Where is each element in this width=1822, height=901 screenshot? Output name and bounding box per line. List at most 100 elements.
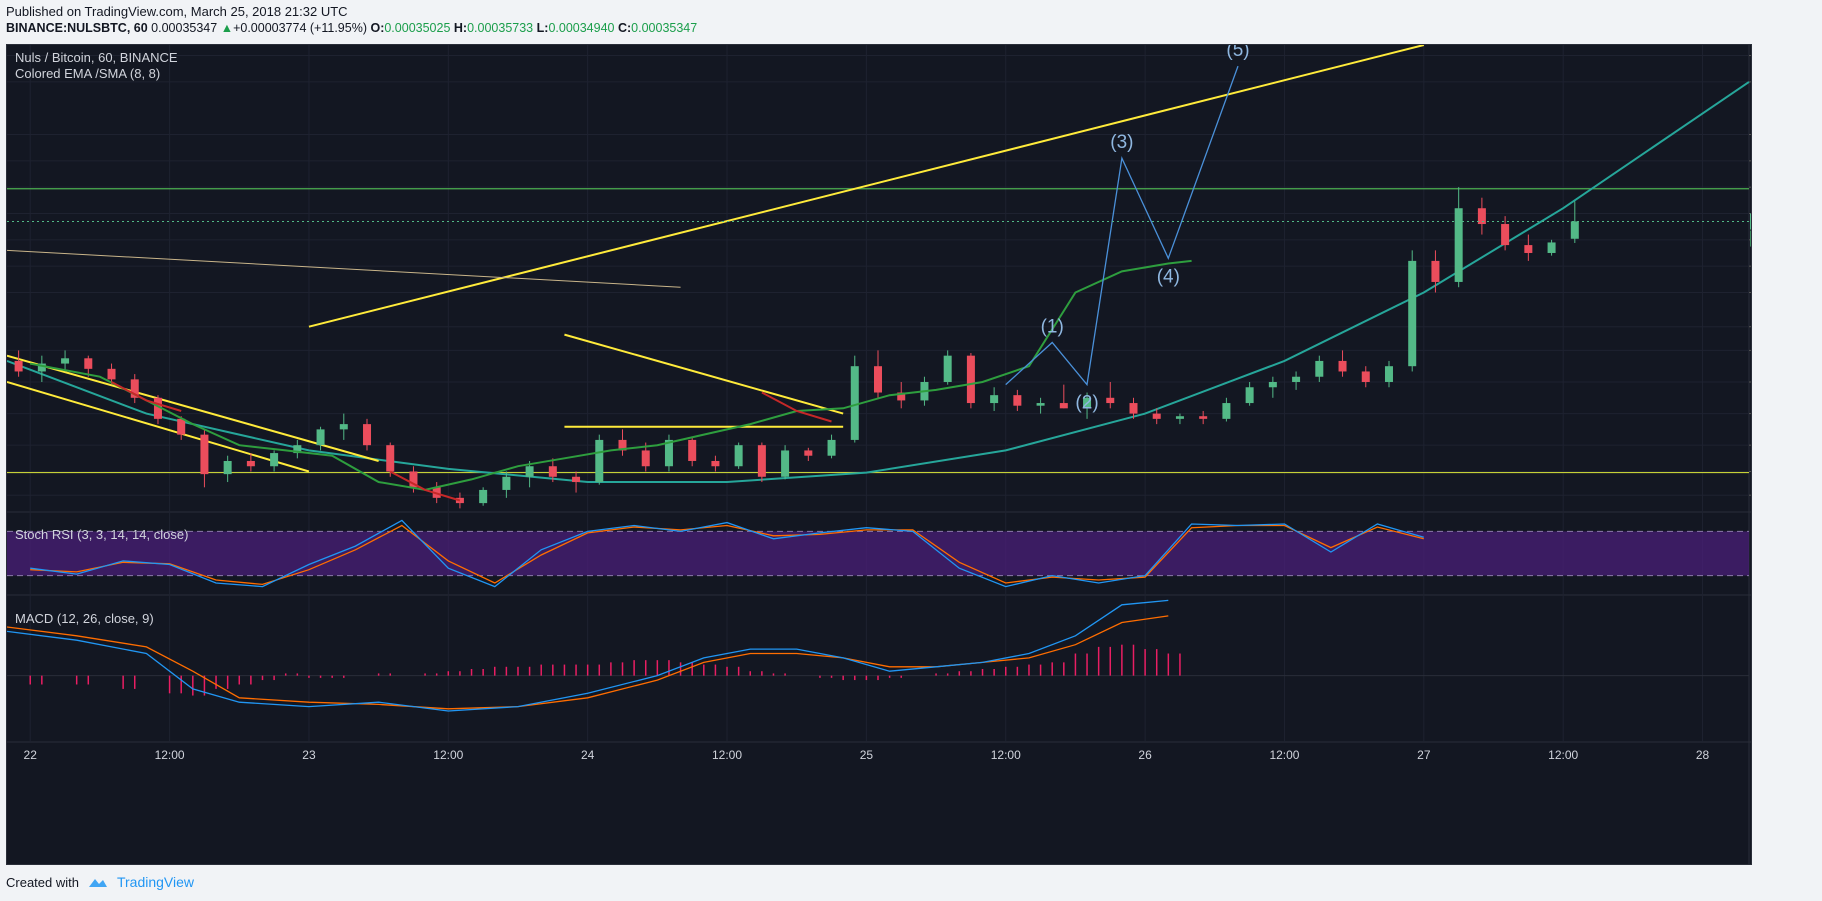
candle-body (966, 355, 975, 404)
candle-body (455, 497, 464, 504)
candle-body (874, 366, 882, 393)
stoch-rsi-k-line (30, 519, 1424, 588)
candle-body (1384, 366, 1393, 382)
trend-line (7, 381, 310, 473)
candle-body (107, 368, 116, 380)
time-axis: 22 12:00 23 12:00 24 12:00 25 12:00 26 12:00 27 12:… (24, 748, 1710, 762)
candle-body (1013, 395, 1022, 406)
time-tick-label: 28 (1696, 748, 1710, 762)
high-label: H: (453, 21, 468, 35)
candle-body (1454, 208, 1463, 282)
candle-body (827, 439, 836, 456)
time-tick-label: 12:00 (155, 748, 185, 762)
candle-body (1245, 387, 1254, 404)
wave-label: (2) (1075, 393, 1098, 414)
main-title: Nuls / Bitcoin, 60, BINANCE (15, 50, 178, 65)
candle-body (1106, 397, 1115, 404)
macd-pane: 0.00000.0000-0.0000 (7, 599, 1749, 712)
candle-body (618, 439, 627, 451)
candle-body (548, 466, 557, 477)
wave-label: (3) (1110, 132, 1133, 153)
close-value: 0.00035347 (631, 21, 698, 35)
candle-body (1361, 371, 1370, 382)
candle-body (1083, 397, 1092, 409)
price-axis[interactable] (1750, 45, 1751, 864)
candle-body (246, 460, 255, 467)
candle-body (757, 445, 766, 477)
candle-body (386, 445, 395, 472)
candle-body (1547, 242, 1556, 253)
macd-label: MACD (12, 26, close, 9) (15, 611, 154, 626)
stoch-rsi-label: Stoch RSI (3, 3, 14, 14, close) (15, 527, 188, 542)
stoch-rsi-band (7, 531, 1749, 576)
candle-body (293, 445, 302, 454)
candle-body (37, 363, 46, 372)
wave-label: (4) (1157, 266, 1180, 287)
time-tick-label: 22 (24, 748, 38, 762)
wave-label: (1) (1041, 317, 1064, 338)
candle-body (1036, 403, 1045, 406)
stoch-rsi-d-line (30, 524, 1424, 586)
ema-line (30, 259, 1192, 491)
candle-body (409, 471, 418, 488)
main-pane: (1)(2)(3)(4)(5)0.0003534727:14 (7, 45, 1751, 509)
candle-body (1059, 403, 1068, 409)
time-tick-label: 12:00 (1548, 748, 1578, 762)
candle-body (664, 439, 673, 467)
low-value: 0.00034940 (548, 21, 615, 35)
open-value: 0.00035025 (384, 21, 451, 35)
chart-svg[interactable]: 0.000301500.000306000.000311000.00031700… (7, 45, 1751, 864)
time-tick-label: 23 (302, 748, 316, 762)
candle-body (200, 434, 209, 475)
candle-body (363, 424, 372, 446)
footer: Created with TradingView (6, 874, 194, 890)
candle-body (990, 395, 999, 404)
candle-body (1408, 260, 1417, 367)
ema-red-segment (761, 391, 832, 423)
candle-body (1152, 413, 1161, 419)
candle-body (1175, 416, 1184, 419)
candle-body (177, 418, 186, 435)
candle-body (641, 450, 650, 467)
candle-body (1199, 416, 1208, 419)
time-tick-label: 12:00 (712, 748, 742, 762)
trend-line (564, 333, 844, 415)
symbol-line: BINANCE:NULSBTC, 60 0.00035347 ▲+0.00003… (6, 20, 697, 37)
ema-red-segment (111, 381, 182, 412)
candle-body (572, 476, 581, 483)
trend-line (7, 249, 681, 288)
open-label: O: (370, 21, 385, 35)
candle-body (270, 453, 279, 467)
close-label: C: (617, 21, 632, 35)
candle-body (1477, 208, 1486, 225)
candle-body (1222, 403, 1231, 419)
candle-body (130, 379, 139, 398)
candle-body (897, 392, 906, 401)
candle-body (804, 450, 813, 456)
candle-body (1268, 381, 1277, 388)
time-tick-label: 12:00 (1269, 748, 1299, 762)
candle-body (943, 355, 952, 382)
long-sma-line (7, 81, 1750, 483)
candle-body (1570, 221, 1579, 239)
candle-body (1524, 245, 1533, 253)
candle-body (502, 476, 511, 490)
time-tick-label: 12:00 (433, 748, 463, 762)
tradingview-logo-icon (88, 879, 107, 887)
candle-body (711, 460, 720, 467)
candle-body (595, 439, 604, 483)
chart-area[interactable]: 0.000301500.000306000.000311000.00031700… (6, 44, 1752, 865)
symbol: BINANCE:NULSBTC, 60 (6, 21, 148, 35)
tradingview-brand[interactable]: TradingView (116, 874, 195, 890)
created-with-text: Created with (6, 874, 79, 890)
candle-body (14, 360, 23, 372)
candle-body (1431, 260, 1440, 282)
candle-body (850, 366, 859, 440)
candle-body (316, 429, 325, 446)
low-label: L: (536, 21, 549, 35)
macd-signal-line (7, 615, 1169, 710)
last-price: 0.00035347 (151, 21, 218, 35)
candle-body (153, 397, 162, 419)
high-value: 0.00035733 (467, 21, 534, 35)
candle-body (781, 450, 790, 477)
